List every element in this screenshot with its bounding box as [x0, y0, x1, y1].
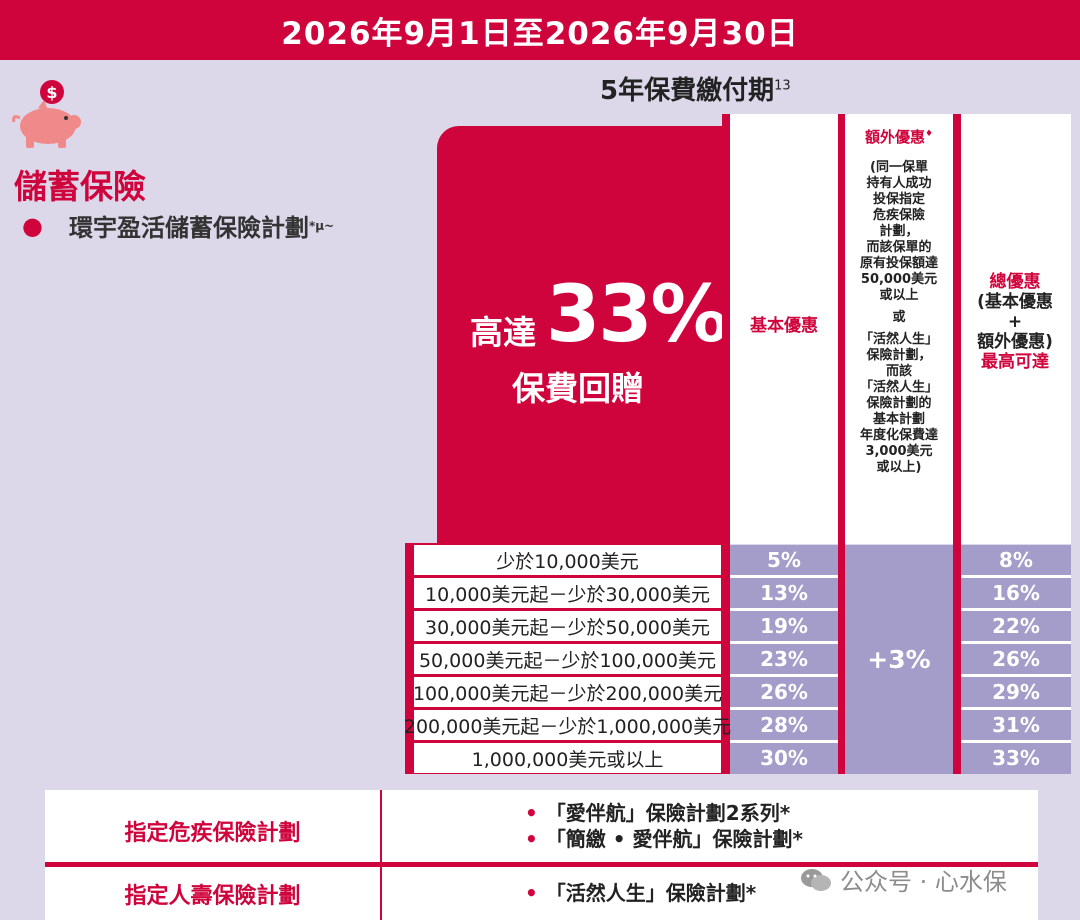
total-rate: 8%: [999, 548, 1033, 572]
life-insurance-plans: • 「活然人生」保險計劃*: [525, 881, 757, 905]
basic-rate: 5%: [767, 548, 801, 572]
basic-header-cell: [730, 114, 838, 544]
critical-illness-plans: • 「愛伴航」保險計劃2系列* • 「簡繳 • 愛伴航」保險計劃*: [525, 801, 803, 851]
row-divider: [730, 740, 838, 743]
row-divider: [961, 608, 1071, 611]
row-divider: [961, 740, 1071, 743]
total-rate: 22%: [992, 614, 1040, 638]
bullet-icon: •: [525, 801, 538, 825]
total-offer-header: 總優惠 (基本優惠 + 額外優惠) 最高可達: [977, 272, 1053, 373]
total-rate: 16%: [992, 581, 1040, 605]
basic-rate: 13%: [760, 581, 808, 605]
bullet-icon: •: [525, 881, 538, 905]
extra-footnote: ♦: [924, 129, 934, 139]
payment-period-title: 5年保費繳付期13: [600, 76, 791, 106]
row-divider: [730, 608, 838, 611]
row-divider: [961, 674, 1071, 677]
section-title: 儲蓄保險: [14, 167, 146, 206]
row-separator: [45, 862, 1038, 867]
row-divider: [730, 575, 838, 578]
date-range-text: 2026年9月1日至2026年9月30日: [281, 15, 799, 52]
row-divider: [730, 674, 838, 677]
promo-headline: 高達 33%: [470, 270, 729, 360]
total-header-cell: [961, 114, 1071, 544]
column-border: [953, 114, 961, 774]
total-rate: 31%: [992, 713, 1040, 737]
savings-plan-item: ● 環宇盈活儲蓄保險計劃 *µ~: [22, 208, 334, 243]
basic-rate: 23%: [760, 647, 808, 671]
extra-offer-conditions: (同一保單 持有人成功 投保指定 危疾保險 計劃， 而該保單的 原有投保額達 5…: [859, 160, 938, 475]
extra-rate: +3%: [867, 645, 931, 674]
plan-footnote: *µ~: [308, 218, 335, 233]
row-divider: [961, 641, 1071, 644]
watermark: 公众号 · 心水保: [800, 862, 1007, 897]
column-border: [722, 114, 730, 774]
tier-range: 10,000美元起－少於30,000美元: [414, 578, 721, 608]
basic-rate: 28%: [760, 713, 808, 737]
critical-illness-label: 指定危疾保險計劃: [124, 821, 301, 846]
eligible-plans-table: 指定危疾保險計劃 • 「愛伴航」保險計劃2系列* • 「簡繳 • 愛伴航」保險計劃*…: [45, 790, 1038, 920]
total-column-bg: [961, 545, 1071, 774]
extra-offer-header: 額外優惠♦: [864, 128, 934, 146]
tier-range: 1,000,000美元或以上: [414, 743, 721, 773]
promo-percent: 33%: [546, 270, 729, 360]
total-rate: 26%: [992, 647, 1040, 671]
total-rate: 29%: [992, 680, 1040, 704]
promo-prefix: 高達: [470, 313, 536, 352]
total-rate: 33%: [992, 746, 1040, 770]
column-border: [838, 114, 845, 774]
tier-range: 200,000美元起－少於1,000,000美元: [404, 710, 731, 740]
row-divider: [961, 575, 1071, 578]
bullet-icon: •: [525, 827, 538, 851]
basic-offer-header: 基本優惠: [750, 316, 818, 336]
period-footnote: 13: [774, 78, 791, 94]
extra-header-cell: [845, 114, 953, 544]
watermark-text: 公众号 · 心水保: [840, 868, 1007, 896]
basic-rate: 26%: [760, 680, 808, 704]
tier-range: 50,000美元起－少於100,000美元: [414, 644, 721, 674]
row-divider: [730, 641, 838, 644]
row-divider: [961, 707, 1071, 710]
savings-plan-name: 環宇盈活儲蓄保險計劃: [68, 214, 309, 242]
date-range-banner: 2026年9月1日至2026年9月30日: [0, 0, 1080, 60]
life-insurance-label: 指定人壽保險計劃: [124, 884, 301, 909]
bullet-icon: ●: [22, 211, 43, 240]
tier-range: 30,000美元起－少於50,000美元: [414, 611, 721, 641]
row-divider: [730, 707, 838, 710]
piggy-bank-icon: $: [12, 80, 81, 148]
extra-column-bg: [845, 545, 953, 774]
wechat-icon: [801, 868, 831, 891]
basic-column-bg: [730, 545, 838, 774]
svg-text:$: $: [46, 83, 57, 102]
promo-caption: 保費回贈: [512, 369, 644, 408]
basic-rate: 19%: [760, 614, 808, 638]
table-divider: [380, 790, 382, 920]
promo-box: [437, 126, 722, 546]
tier-range: 100,000美元起－少於200,000美元: [413, 677, 722, 707]
basic-rate: 30%: [760, 746, 808, 770]
tier-range: 少於10,000美元: [414, 545, 721, 575]
